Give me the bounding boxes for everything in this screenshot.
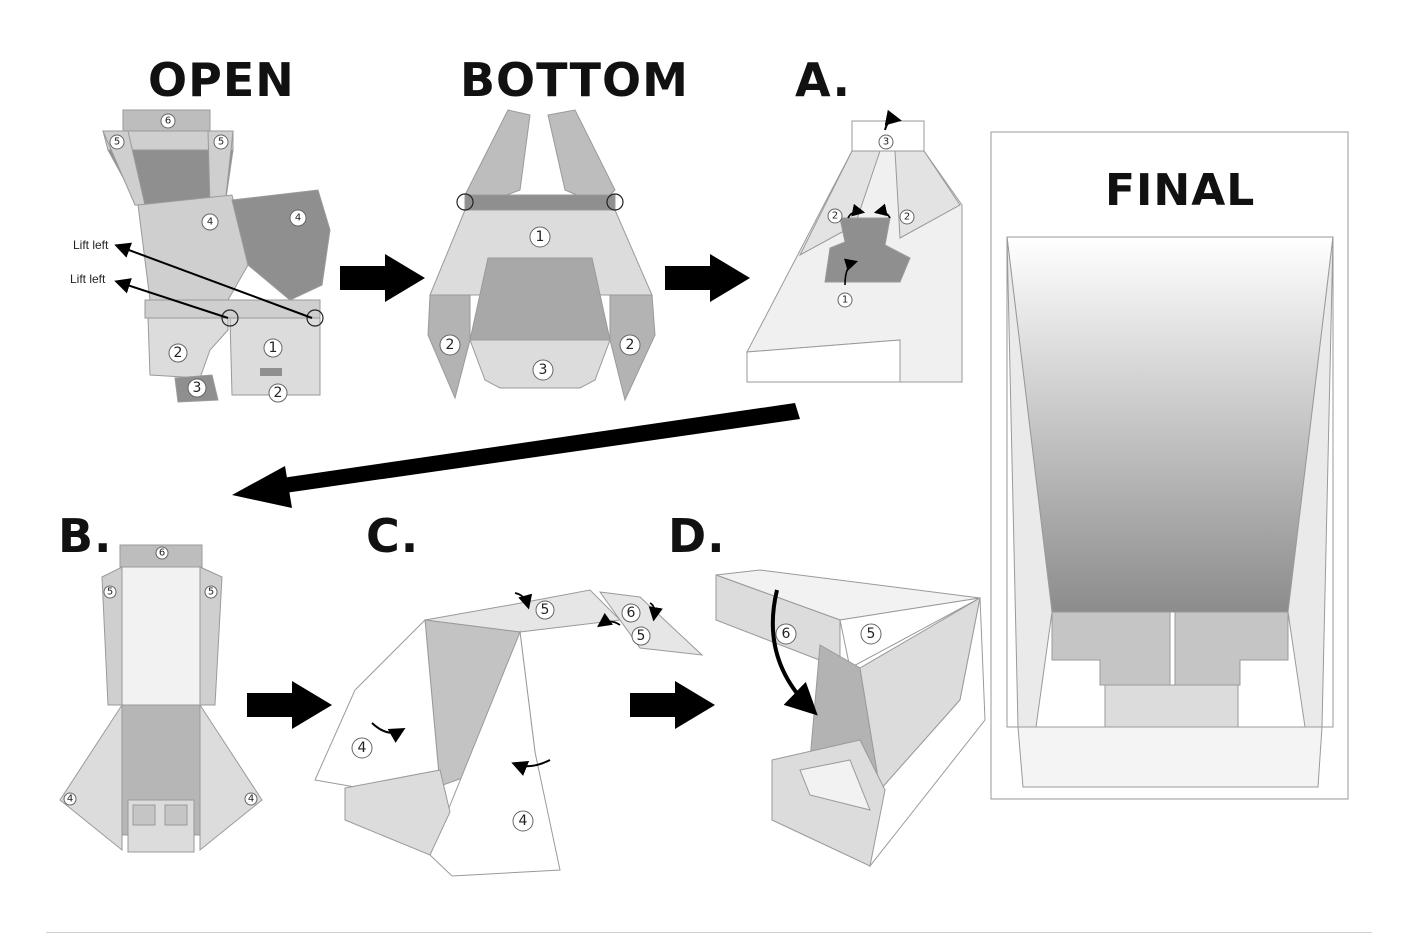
step-title-a: A. — [795, 53, 851, 107]
arrow-return-icon — [232, 403, 800, 508]
panel-number-3: 3 — [878, 134, 894, 150]
svg-text:1: 1 — [269, 340, 278, 356]
panel-number-4: 4 — [289, 209, 307, 227]
svg-text:2: 2 — [832, 211, 838, 222]
step-d-diagram: 6 5 — [715, 569, 986, 868]
panel-number-4: 4 — [512, 810, 534, 832]
svg-text:6: 6 — [165, 116, 171, 127]
panel-number-6: 6 — [621, 603, 641, 623]
step-title-final: FINAL — [1105, 165, 1255, 216]
panel-number-5: 5 — [103, 585, 117, 599]
svg-text:1: 1 — [536, 229, 545, 245]
panel-number-1: 1 — [263, 338, 283, 358]
panel-number-2: 2 — [899, 209, 915, 225]
svg-text:2: 2 — [626, 337, 635, 353]
final-diagram: FINAL — [990, 131, 1349, 800]
step-title-bottom: BOTTOM — [460, 53, 689, 107]
lift-left-label-upper: Lift left — [73, 238, 109, 252]
svg-text:5: 5 — [867, 626, 876, 642]
step-title-d: D. — [668, 509, 726, 563]
svg-text:6: 6 — [782, 626, 791, 642]
svg-text:6: 6 — [159, 548, 165, 559]
svg-text:5: 5 — [114, 137, 120, 148]
svg-text:4: 4 — [207, 217, 213, 228]
panel-number-4: 4 — [201, 213, 219, 231]
arrow-right-icon — [340, 254, 425, 302]
panel-number-3: 3 — [532, 359, 554, 381]
panel-number-2: 2 — [827, 208, 843, 224]
svg-text:5: 5 — [218, 137, 224, 148]
footer-divider — [46, 932, 1372, 933]
open-diagram: Lift left Lift left 6 5 5 4 4 2 1 3 2 — [70, 109, 331, 403]
step-b-diagram: 6 5 5 4 4 — [59, 544, 263, 853]
step-a-diagram: 3 2 2 1 — [746, 109, 963, 383]
panel-number-4: 4 — [244, 792, 258, 806]
bottom-diagram: 1 2 2 3 — [427, 109, 656, 402]
svg-text:5: 5 — [208, 587, 214, 598]
svg-text:1: 1 — [842, 295, 848, 306]
panel-number-5: 5 — [860, 623, 882, 645]
svg-text:2: 2 — [446, 337, 455, 353]
svg-text:5: 5 — [541, 602, 550, 618]
panel-number-2: 2 — [439, 334, 461, 356]
panel-number-5: 5 — [204, 585, 218, 599]
svg-text:4: 4 — [519, 813, 528, 829]
svg-text:4: 4 — [295, 213, 301, 224]
panel-number-6: 6 — [155, 546, 169, 560]
panel-number-5: 5 — [213, 134, 229, 150]
panel-number-2: 2 — [268, 383, 288, 403]
svg-text:2: 2 — [274, 385, 283, 401]
panel-number-5: 5 — [109, 134, 125, 150]
panel-number-6: 6 — [160, 113, 176, 129]
svg-text:4: 4 — [358, 740, 367, 756]
svg-text:5: 5 — [107, 587, 113, 598]
svg-text:4: 4 — [67, 794, 73, 805]
arrow-right-icon — [665, 254, 750, 302]
svg-text:3: 3 — [539, 362, 548, 378]
step-title-open: OPEN — [148, 53, 295, 107]
panel-number-4: 4 — [63, 792, 77, 806]
step-title-b: B. — [58, 509, 113, 563]
svg-text:2: 2 — [174, 345, 183, 361]
arrow-right-icon — [247, 681, 332, 729]
lift-left-label-lower: Lift left — [70, 272, 106, 286]
panel-number-2: 2 — [168, 343, 188, 363]
panel-number-6: 6 — [775, 623, 797, 645]
panel-number-4: 4 — [351, 737, 373, 759]
panel-number-2: 2 — [619, 334, 641, 356]
step-title-c: C. — [366, 509, 419, 563]
panel-number-5: 5 — [631, 626, 651, 646]
step-c-diagram: 5 6 5 4 4 — [314, 589, 704, 877]
panel-number-1: 1 — [837, 292, 853, 308]
svg-text:2: 2 — [904, 212, 910, 223]
svg-text:5: 5 — [637, 628, 646, 644]
svg-text:4: 4 — [248, 794, 254, 805]
svg-text:6: 6 — [627, 605, 636, 621]
svg-text:3: 3 — [193, 380, 202, 396]
panel-number-5: 5 — [535, 600, 555, 620]
panel-number-3: 3 — [187, 378, 207, 398]
arrow-right-icon — [630, 681, 715, 729]
panel-number-1: 1 — [529, 226, 551, 248]
svg-text:3: 3 — [883, 137, 889, 148]
